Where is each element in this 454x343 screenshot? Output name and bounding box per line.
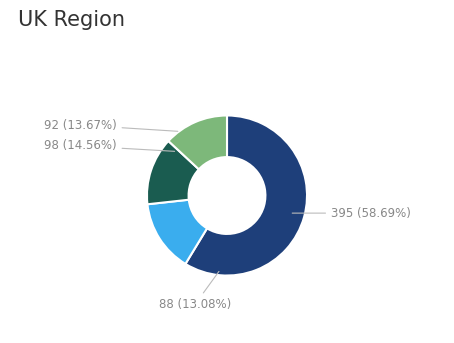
Wedge shape	[168, 116, 227, 169]
Wedge shape	[147, 141, 199, 204]
Text: 92 (13.67%): 92 (13.67%)	[44, 119, 178, 132]
Text: 98 (14.56%): 98 (14.56%)	[44, 139, 175, 152]
Text: 395 (58.69%): 395 (58.69%)	[292, 206, 411, 220]
Text: UK Region: UK Region	[18, 10, 125, 30]
Wedge shape	[148, 200, 207, 264]
Wedge shape	[185, 116, 307, 275]
Text: 88 (13.08%): 88 (13.08%)	[159, 271, 231, 311]
